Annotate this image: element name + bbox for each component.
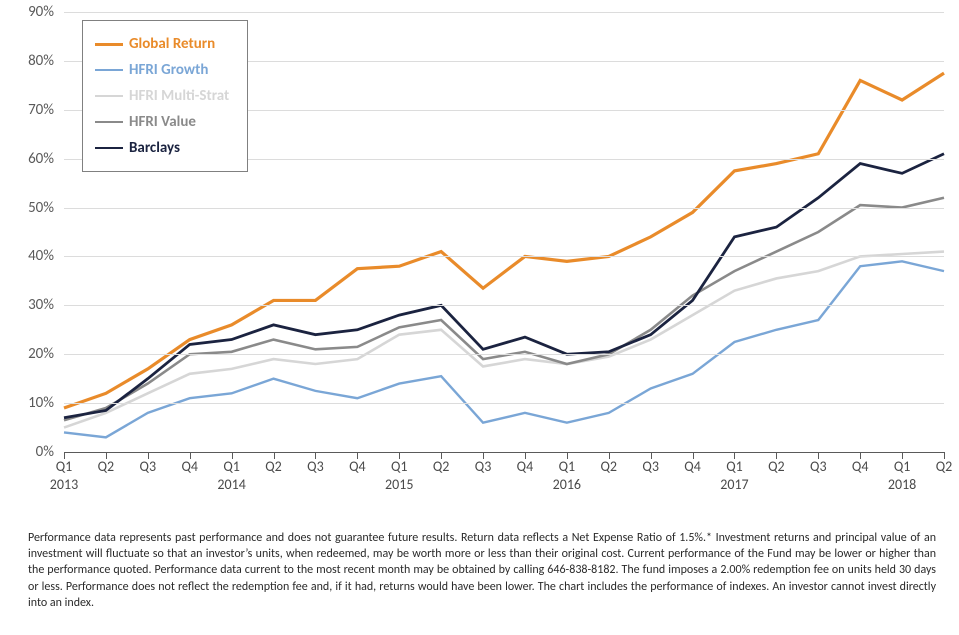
legend-label: HFRI Value bbox=[129, 113, 196, 131]
gridline bbox=[64, 403, 944, 404]
x-quarter-label: Q2 bbox=[433, 458, 450, 475]
x-quarter-label: Q4 bbox=[852, 458, 869, 475]
legend-item: HFRI Multi-Strat bbox=[95, 83, 229, 109]
legend-swatch bbox=[95, 95, 123, 97]
chart-container: 0%10%20%30%40%50%60%70%80%90% Q12013Q2Q3… bbox=[0, 0, 959, 635]
disclaimer-text: Performance data represents past perform… bbox=[28, 530, 936, 611]
legend-label: Barclays bbox=[129, 139, 180, 157]
x-quarter-label: Q2 bbox=[265, 458, 282, 475]
y-tick-label: 20% bbox=[4, 345, 54, 363]
x-year-label: 2013 bbox=[50, 476, 78, 493]
y-tick-label: 80% bbox=[4, 52, 54, 70]
x-quarter-label: Q1 bbox=[391, 458, 408, 475]
y-tick-label: 0% bbox=[4, 443, 54, 461]
legend-item: Barclays bbox=[95, 135, 229, 161]
legend-item: Global Return bbox=[95, 31, 229, 57]
x-quarter-label: Q3 bbox=[307, 458, 324, 475]
y-tick-label: 30% bbox=[4, 296, 54, 314]
y-tick-label: 90% bbox=[4, 3, 54, 21]
x-year-label: 2016 bbox=[553, 476, 581, 493]
gridline bbox=[64, 354, 944, 355]
legend-swatch bbox=[95, 147, 123, 149]
x-year-label: 2014 bbox=[217, 476, 245, 493]
legend-label: HFRI Growth bbox=[129, 61, 208, 79]
gridline bbox=[64, 256, 944, 257]
x-quarter-label: Q1 bbox=[56, 458, 73, 475]
x-quarter-label: Q1 bbox=[894, 458, 911, 475]
x-quarter-label: Q1 bbox=[559, 458, 576, 475]
x-quarter-label: Q4 bbox=[181, 458, 198, 475]
series-line bbox=[64, 261, 944, 437]
x-axis: Q12013Q2Q3Q4Q12014Q2Q3Q4Q12015Q2Q3Q4Q120… bbox=[64, 452, 944, 522]
legend-item: HFRI Growth bbox=[95, 57, 229, 83]
x-year-label: 2017 bbox=[720, 476, 748, 493]
y-tick-label: 60% bbox=[4, 150, 54, 168]
series-line bbox=[64, 252, 944, 428]
x-quarter-label: Q3 bbox=[810, 458, 827, 475]
legend-swatch bbox=[95, 43, 123, 46]
gridline bbox=[64, 208, 944, 209]
x-quarter-label: Q2 bbox=[600, 458, 617, 475]
x-year-label: 2018 bbox=[888, 476, 916, 493]
x-quarter-label: Q1 bbox=[223, 458, 240, 475]
y-tick-label: 70% bbox=[4, 101, 54, 119]
legend-swatch bbox=[95, 69, 123, 71]
legend-swatch bbox=[95, 121, 123, 123]
y-tick-label: 50% bbox=[4, 199, 54, 217]
x-quarter-label: Q3 bbox=[140, 458, 157, 475]
legend-item: HFRI Value bbox=[95, 109, 229, 135]
series-line bbox=[64, 154, 944, 418]
legend-label: HFRI Multi-Strat bbox=[129, 87, 229, 105]
gridline bbox=[64, 12, 944, 13]
x-quarter-label: Q2 bbox=[98, 458, 115, 475]
y-tick-label: 10% bbox=[4, 394, 54, 412]
x-quarter-label: Q3 bbox=[475, 458, 492, 475]
legend-label: Global Return bbox=[129, 35, 215, 53]
legend: Global Return HFRI Growth HFRI Multi-Strat… bbox=[82, 20, 248, 172]
y-tick-label: 40% bbox=[4, 247, 54, 265]
x-quarter-label: Q4 bbox=[684, 458, 701, 475]
gridline bbox=[64, 305, 944, 306]
x-quarter-label: Q4 bbox=[349, 458, 366, 475]
series-line bbox=[64, 198, 944, 420]
x-quarter-label: Q3 bbox=[642, 458, 659, 475]
x-quarter-label: Q2 bbox=[768, 458, 785, 475]
x-quarter-label: Q2 bbox=[936, 458, 953, 475]
x-quarter-label: Q1 bbox=[726, 458, 743, 475]
x-year-label: 2015 bbox=[385, 476, 413, 493]
x-quarter-label: Q4 bbox=[517, 458, 534, 475]
